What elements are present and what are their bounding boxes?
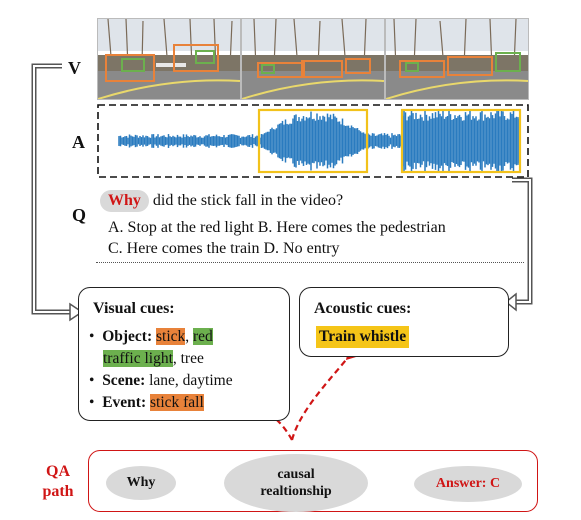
video-frame-1 [97, 18, 241, 100]
visual-cues-title: Visual cues: [93, 300, 175, 317]
scene-value: lane, daytime [145, 372, 233, 389]
acoustic-cues-box: Acoustic cues: Train whistle [299, 287, 509, 357]
causal-line2: realtionship [260, 484, 332, 499]
visual-cues-list: • Object: stick, red traffic light, tree… [89, 326, 285, 414]
cue-event: • Event: stick fall [89, 394, 204, 411]
audio-waveform [97, 104, 529, 178]
question-text: Why did the stick fall in the video? [100, 190, 343, 212]
object-stick: stick [155, 328, 186, 345]
question-why-keyword: Why [100, 190, 149, 212]
audio-row-label: A [72, 132, 85, 152]
qa-why-node: Why [106, 466, 176, 500]
options-line-2: C. Here comes the train D. No entry [108, 240, 340, 257]
qa-answer-node: Answer: C [414, 466, 522, 502]
qa-label-line1: QA [46, 463, 70, 480]
options-line-1: A. Stop at the red light B. Here comes t… [108, 219, 446, 236]
object-comma: , [185, 328, 190, 345]
acoustic-cue-value: Train whistle [316, 326, 410, 348]
video-frame-3 [385, 18, 529, 100]
question-rest: did the stick fall in the video? [148, 192, 344, 209]
cue-object: • Object: stick, red [89, 328, 213, 345]
qa-path-label: QA path [36, 462, 80, 502]
object-traffic-light: traffic light [103, 350, 173, 367]
video-row-label: V [68, 58, 81, 78]
question-row-label: Q [72, 205, 87, 225]
object-red: red [193, 328, 213, 345]
object-label: Object: [102, 328, 153, 345]
object-tree: , tree [172, 350, 204, 367]
video-frame-2 [241, 18, 385, 100]
qa-label-line2: path [42, 483, 74, 500]
event-label: Event: [102, 394, 147, 411]
visual-cues-box: Visual cues: • Object: stick, red traffi… [78, 287, 290, 421]
dotted-separator [96, 262, 524, 263]
scene-label: Scene: [102, 372, 146, 389]
event-value: stick fall [149, 394, 204, 411]
cue-scene: • Scene: lane, daytime [89, 372, 233, 389]
qa-causal-node: causal realtionship [224, 454, 368, 512]
cue-object-cont: traffic light, tree [89, 348, 285, 370]
acoustic-cues-title: Acoustic cues: [314, 300, 412, 317]
causal-line1: causal [277, 467, 315, 482]
